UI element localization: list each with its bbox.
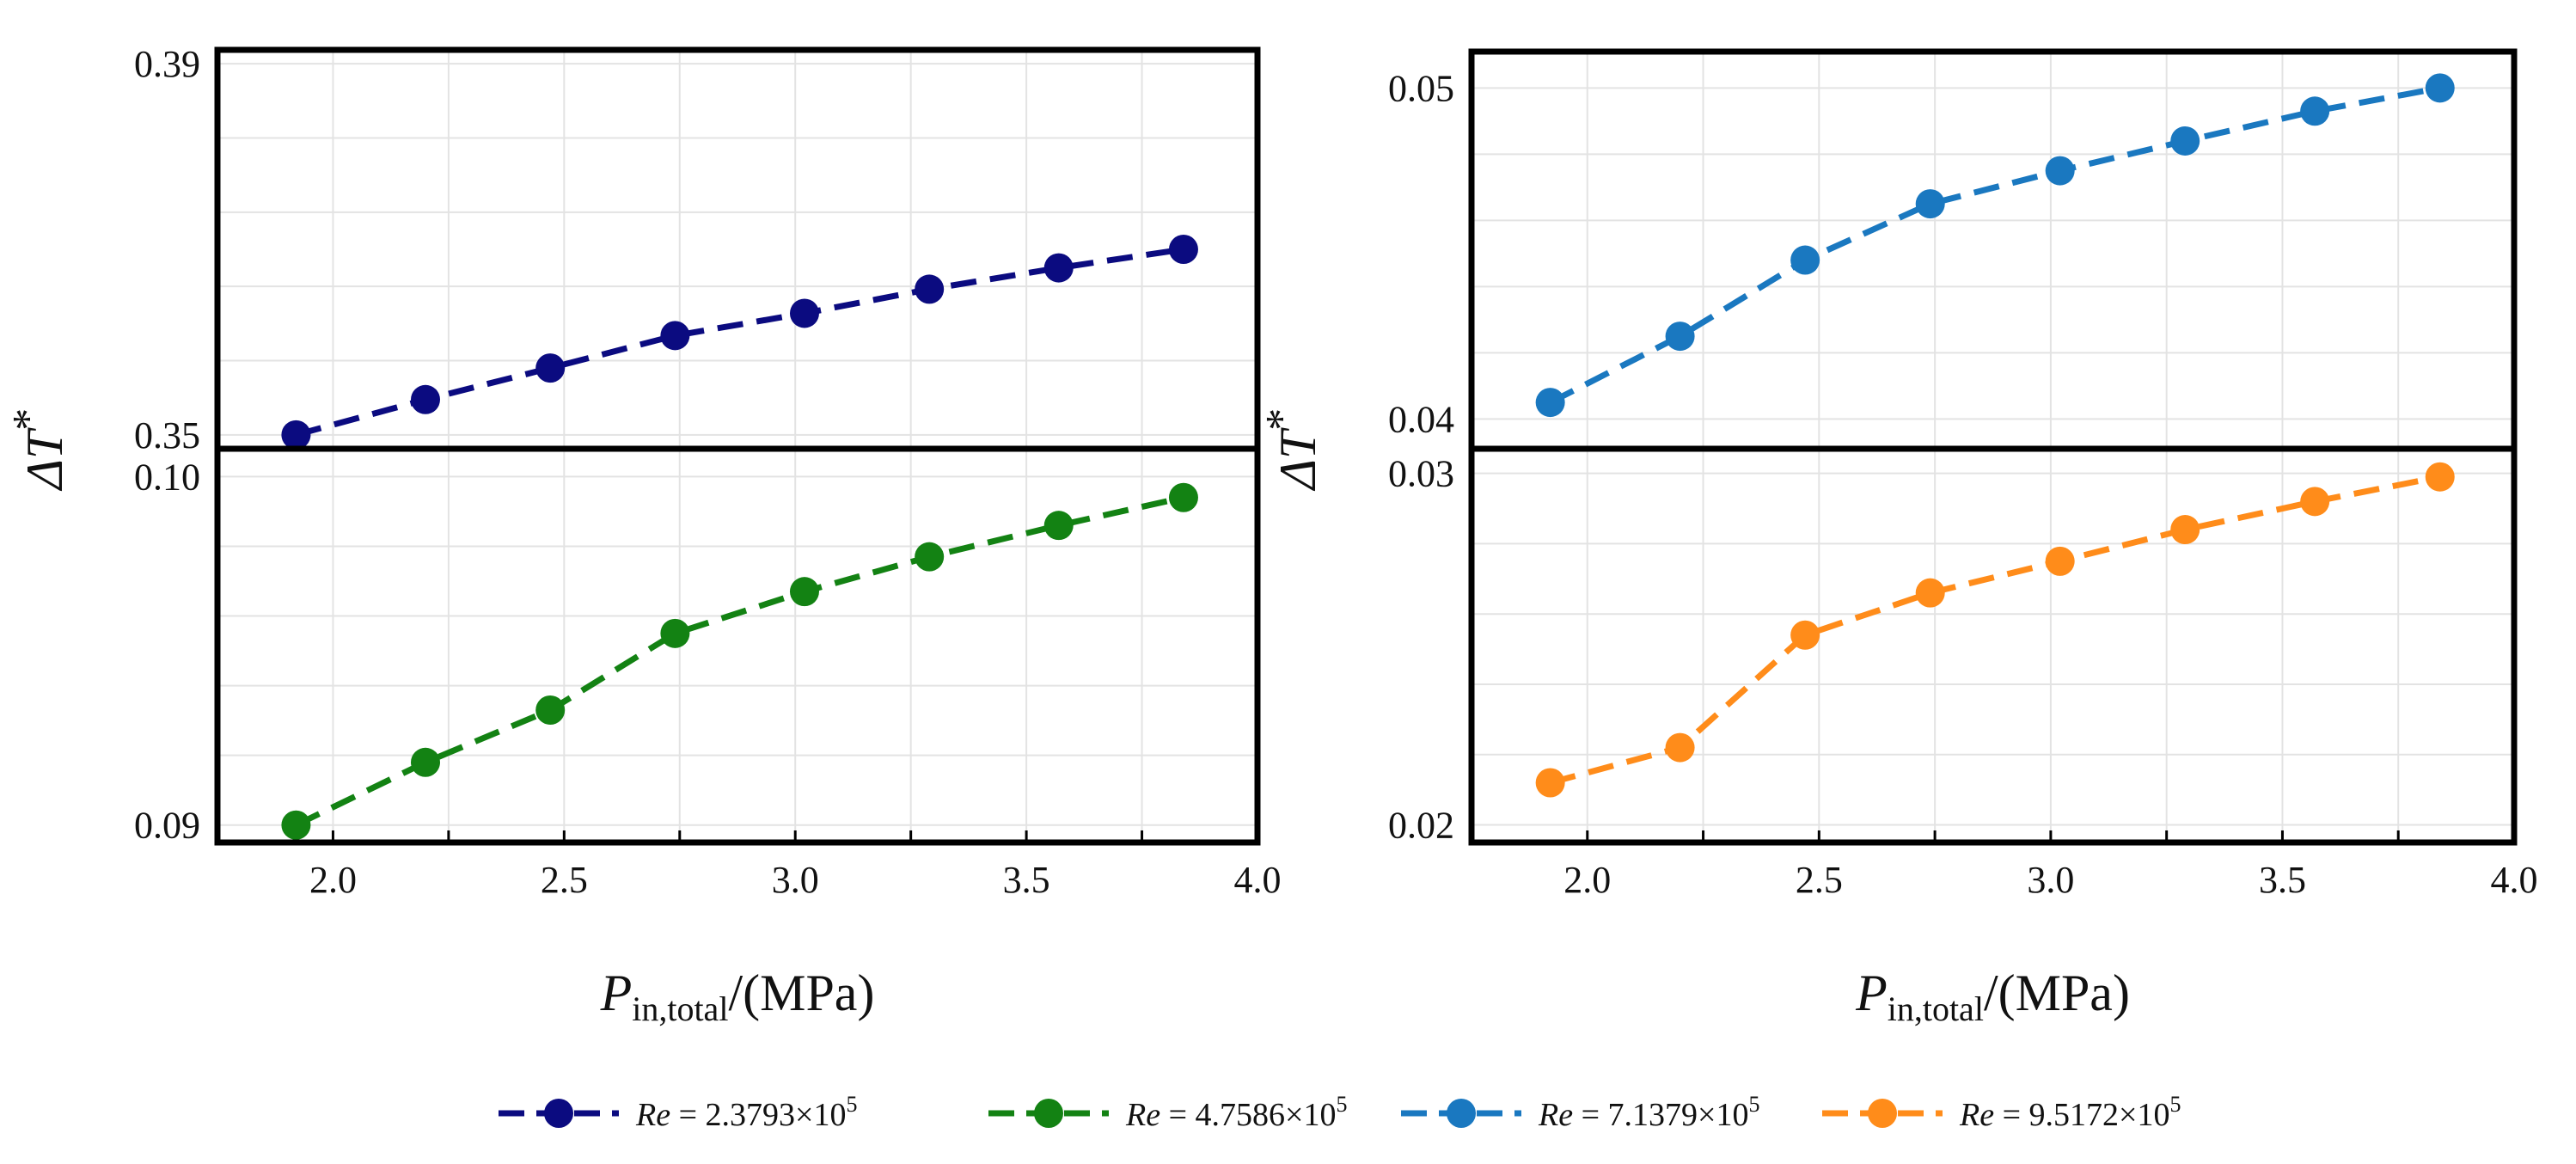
series-line: [295, 246, 1184, 438]
data-point: [1535, 768, 1565, 798]
panel-right: 0.05 0.04 0.03 0.02 2.0 2.5 3.0 3.5 4.0: [1388, 48, 2538, 901]
legend-item: Re = 7.1379×105: [1401, 1092, 1759, 1133]
subplot-right-bottom: 0.03 0.02: [1388, 445, 2518, 847]
y-tick-label: 0.10: [134, 456, 200, 498]
y-tick-label: 0.09: [134, 805, 200, 847]
y-tick-label: 0.39: [134, 43, 200, 85]
plot-frame: [214, 445, 1261, 846]
data-point: [2300, 487, 2330, 517]
legend-marker: [1447, 1099, 1476, 1128]
data-point: [1168, 235, 1198, 264]
legend: Re = 2.3793×105 Re = 4.7586×105 Re = 7.137…: [499, 1092, 2181, 1133]
x-tick-label: 2.5: [1796, 859, 1843, 901]
legend-item: Re = 4.7586×105: [988, 1092, 1347, 1133]
data-point: [411, 747, 440, 777]
data-point: [1043, 511, 1074, 541]
y-tick-label: 0.02: [1388, 805, 1454, 847]
data-point: [789, 577, 819, 607]
data-point: [1790, 620, 1820, 650]
subplot-left-top: 0.39 0.35: [134, 43, 1261, 456]
subplot-left-bottom: 0.10 0.09: [134, 445, 1261, 847]
data-point: [2425, 73, 2455, 103]
legend-marker: [544, 1099, 573, 1128]
legend-label: Re = 9.5172×105: [1959, 1092, 2181, 1133]
data-point: [1043, 253, 1074, 283]
axis-labels: Pin,total/(MPa) ΔT* Pin,total/(MPa) ΔT*: [4, 408, 2130, 1028]
series-line: [294, 494, 1184, 828]
data-point: [2300, 96, 2330, 126]
legend-marker: [1868, 1099, 1897, 1128]
data-point: [1790, 245, 1820, 275]
x-tick-label: 2.5: [541, 859, 588, 901]
subplot-right-top: 0.05 0.04: [1388, 48, 2518, 452]
y-tick-label: 0.35: [134, 414, 200, 456]
panel-left: 0.39 0.350.10 0.09 2.0 2.5 3.0 3.5 4.0: [134, 43, 1282, 901]
legend-label: Re = 7.1379×105: [1538, 1092, 1759, 1133]
x-tick-label: 3.5: [1003, 859, 1050, 901]
data-point: [2045, 156, 2075, 186]
x-axis-label: Pin,total/(MPa): [600, 965, 875, 1028]
x-axis-label: Pin,total/(MPa): [1855, 965, 2130, 1028]
plot-frame: [1468, 48, 2518, 452]
y-axis-label: ΔT*: [4, 408, 73, 492]
data-point: [789, 298, 819, 328]
x-tick-label: 3.5: [2259, 859, 2306, 901]
data-point: [2170, 126, 2200, 156]
data-point: [2045, 546, 2075, 576]
data-point: [1665, 732, 1695, 763]
data-point: [411, 384, 440, 414]
x-tick-label: 3.0: [772, 859, 819, 901]
data-point: [1665, 322, 1695, 352]
legend-label: Re = 2.3793×105: [635, 1092, 857, 1133]
legend-label: Re = 4.7586×105: [1125, 1092, 1347, 1133]
data-point: [1915, 578, 1945, 608]
data-point: [1915, 189, 1945, 219]
legend-item: Re = 9.5172×105: [1822, 1092, 2181, 1133]
data-point: [1168, 482, 1198, 512]
data-point: [281, 810, 311, 840]
data-point: [281, 420, 311, 450]
plot-area: 0.390.350.100.092.0 2.5 3.0 3.5 4.00.050.040…: [134, 43, 2538, 901]
y-axis-label: ΔT*: [1257, 408, 1326, 492]
series-line: [1549, 474, 2441, 786]
data-point: [915, 542, 945, 572]
series-line: [1549, 84, 2441, 406]
data-point: [915, 274, 945, 304]
data-point: [535, 353, 566, 383]
plot-frame: [1468, 445, 2518, 846]
data-point: [535, 695, 566, 725]
data-point: [1535, 388, 1565, 418]
x-tick-label: 2.0: [1563, 859, 1611, 901]
y-tick-label: 0.05: [1388, 67, 1454, 109]
x-tick-label: 4.0: [1234, 859, 1282, 901]
data-point: [2425, 462, 2455, 492]
y-tick-label: 0.03: [1388, 453, 1454, 495]
legend-item: Re = 2.3793×105: [499, 1092, 857, 1133]
data-point: [660, 321, 690, 351]
x-tick-label: 4.0: [2491, 859, 2538, 901]
x-tick-label: 3.0: [2027, 859, 2074, 901]
legend-marker: [1034, 1099, 1063, 1128]
data-point: [2170, 515, 2200, 545]
y-tick-label: 0.04: [1388, 398, 1454, 440]
x-tick-label: 2.0: [309, 859, 357, 901]
data-point: [660, 618, 690, 648]
plot-frame: [214, 46, 1261, 452]
